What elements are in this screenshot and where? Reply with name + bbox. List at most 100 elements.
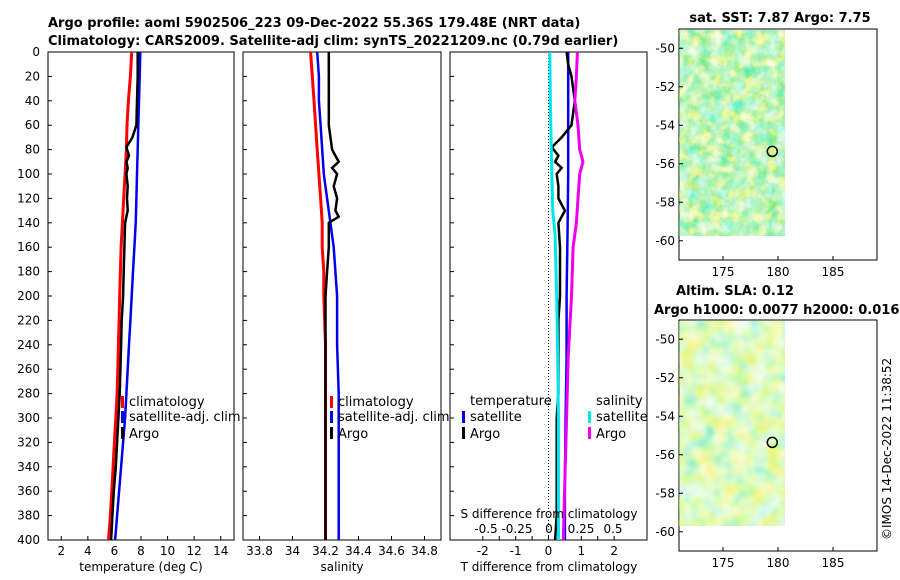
figure-title-line2: Climatology: CARS2009. Satellite-adj cli… — [48, 34, 618, 49]
x-tick-label: 1 — [578, 544, 586, 558]
x-tick-label: -2 — [477, 544, 489, 558]
x-tick-label: 33.8 — [246, 544, 273, 558]
depth-tick-label: 180 — [17, 265, 40, 279]
salinity-panel: 33.8 34 34.2 34.4 34.6 34.8 — [246, 51, 438, 558]
temperature-panel: 2 4 6 8 10 12 14 — [57, 51, 228, 558]
sst-map-title: sat. SST: 7.87 Argo: 7.75 — [689, 11, 870, 26]
depth-tick-label: 340 — [17, 460, 40, 474]
sla-map-title-line1: Altim. SLA: 0.12 — [676, 284, 794, 299]
x-tick-label: 8 — [137, 544, 145, 558]
salinity-xlabel: salinity — [320, 560, 363, 574]
x-tick-label: 12 — [187, 544, 202, 558]
legend-label-s-satellite: satellite — [596, 410, 648, 425]
legend-label-climatology: climatology — [338, 395, 414, 410]
salinity-axes-frame — [242, 51, 442, 541]
legend-title-salinity: salinity — [596, 394, 643, 409]
x-tick-label: 34.6 — [378, 544, 405, 558]
map-y-tick-label: -50 — [655, 332, 675, 346]
map-x-tick-label: 185 — [822, 265, 845, 279]
x-tick-label: 2 — [57, 544, 65, 558]
depth-tick-label: 200 — [17, 289, 40, 303]
depth-tick-label: 60 — [25, 118, 40, 132]
s-tick-label: -0.5 — [474, 522, 497, 536]
series-line-satellite-adj-clim — [113, 51, 142, 541]
difference-legend: temperature satellite Argo salinity sate… — [462, 394, 648, 442]
temperature-xlabel: temperature (deg C) — [79, 560, 202, 574]
depth-tick-label: 360 — [17, 484, 40, 498]
map-x-tick-label: 185 — [822, 556, 845, 570]
legend-swatch-argo — [121, 427, 124, 439]
depth-axis: 0 20 40 60 80 100 120 140 160 180 200 220 240 260 280 3… — [17, 45, 454, 547]
depth-tick-label: 120 — [17, 191, 40, 205]
series-line-argo — [324, 52, 341, 540]
depth-tick-label: 20 — [25, 69, 40, 83]
t-difference-xlabel: T difference from climatology — [460, 560, 638, 574]
temperature-axes-frame — [47, 51, 235, 541]
depth-tick-label: 240 — [17, 338, 40, 352]
depth-tick-label: 260 — [17, 362, 40, 376]
map-x-tick-label: 175 — [712, 265, 735, 279]
series-line-s-satellite — [548, 51, 560, 540]
map-x-tick-label: 180 — [767, 265, 790, 279]
legend-swatch-climatology — [330, 396, 333, 408]
map-y-tick-label: -56 — [655, 448, 675, 462]
x-tick-label: 0 — [545, 544, 553, 558]
legend-title-temperature: temperature — [470, 394, 552, 409]
depth-tick-label: 80 — [25, 143, 40, 157]
argo-position-marker — [766, 436, 779, 449]
depth-tick-label: 280 — [17, 387, 40, 401]
depth-tick-label: 40 — [25, 94, 40, 108]
sst-heatmap — [679, 30, 785, 236]
depth-tick-label: 300 — [17, 411, 40, 425]
x-tick-label: 6 — [111, 544, 119, 558]
map-y-tick-label: -58 — [655, 486, 675, 500]
x-tick-label: 2 — [610, 544, 618, 558]
depth-tick-label: 140 — [17, 216, 40, 230]
x-tick-label: 34.8 — [411, 544, 438, 558]
s-tick-label: 0.5 — [603, 522, 622, 536]
legend-label-satellite: satellite-adj. clim — [338, 410, 450, 425]
series-line-s-argo — [561, 51, 585, 541]
legend-label-t-satellite: satellite — [470, 410, 522, 425]
x-tick-label: 4 — [84, 544, 92, 558]
x-tick-label: 14 — [213, 544, 228, 558]
depth-tick-label: 380 — [17, 509, 40, 523]
legend-label-satellite: satellite-adj. clim — [129, 410, 241, 425]
legend-swatch-argo — [330, 427, 333, 439]
x-tick-label: 34 — [285, 544, 300, 558]
map-y-tick-label: -60 — [655, 525, 675, 539]
s-tick-label: -0.25 — [501, 522, 532, 536]
x-tick-label: 34.2 — [312, 544, 339, 558]
map-y-tick-label: -52 — [655, 371, 675, 385]
series-line-t-argo — [550, 51, 577, 541]
series-line-climatology — [107, 51, 134, 541]
depth-tick-label: 320 — [17, 435, 40, 449]
map-y-tick-label: -60 — [655, 234, 675, 248]
series-line-argo — [109, 52, 139, 541]
sla-map-title-line2: Argo h1000: 0.0077 h2000: 0.016 — [654, 303, 899, 318]
figure-title-line1: Argo profile: aoml 5902506_223 09-Dec-20… — [48, 16, 580, 31]
depth-tick-label: 220 — [17, 313, 40, 327]
imos-credit: ©IMOS 14-Dec-2022 11:38:52 — [880, 358, 894, 540]
series-line-climatology — [309, 51, 327, 540]
depth-tick-label: 160 — [17, 240, 40, 254]
x-tick-label: 10 — [160, 544, 175, 558]
legend-swatch-satellite — [121, 411, 124, 423]
legend-swatch-s-satellite — [588, 411, 591, 423]
legend-label-argo: Argo — [338, 427, 368, 442]
legend-swatch-s-argo — [588, 427, 591, 439]
series-line-satellite-adj-clim — [315, 51, 340, 540]
s-tick-label: 0.25 — [568, 522, 595, 536]
legend-swatch-climatology — [121, 396, 124, 408]
legend-swatch-t-satellite — [462, 411, 465, 423]
map-y-tick-label: -54 — [655, 118, 675, 132]
legend-label-s-argo: Argo — [596, 427, 626, 442]
temperature-legend: climatology satellite-adj. clim Argo — [121, 395, 241, 442]
legend-label-argo: Argo — [129, 427, 159, 442]
map-y-tick-label: -52 — [655, 80, 675, 94]
s-difference-xlabel: S difference from climatology — [461, 507, 638, 521]
map-x-tick-label: 180 — [767, 556, 790, 570]
depth-tick-label: 400 — [17, 533, 40, 547]
